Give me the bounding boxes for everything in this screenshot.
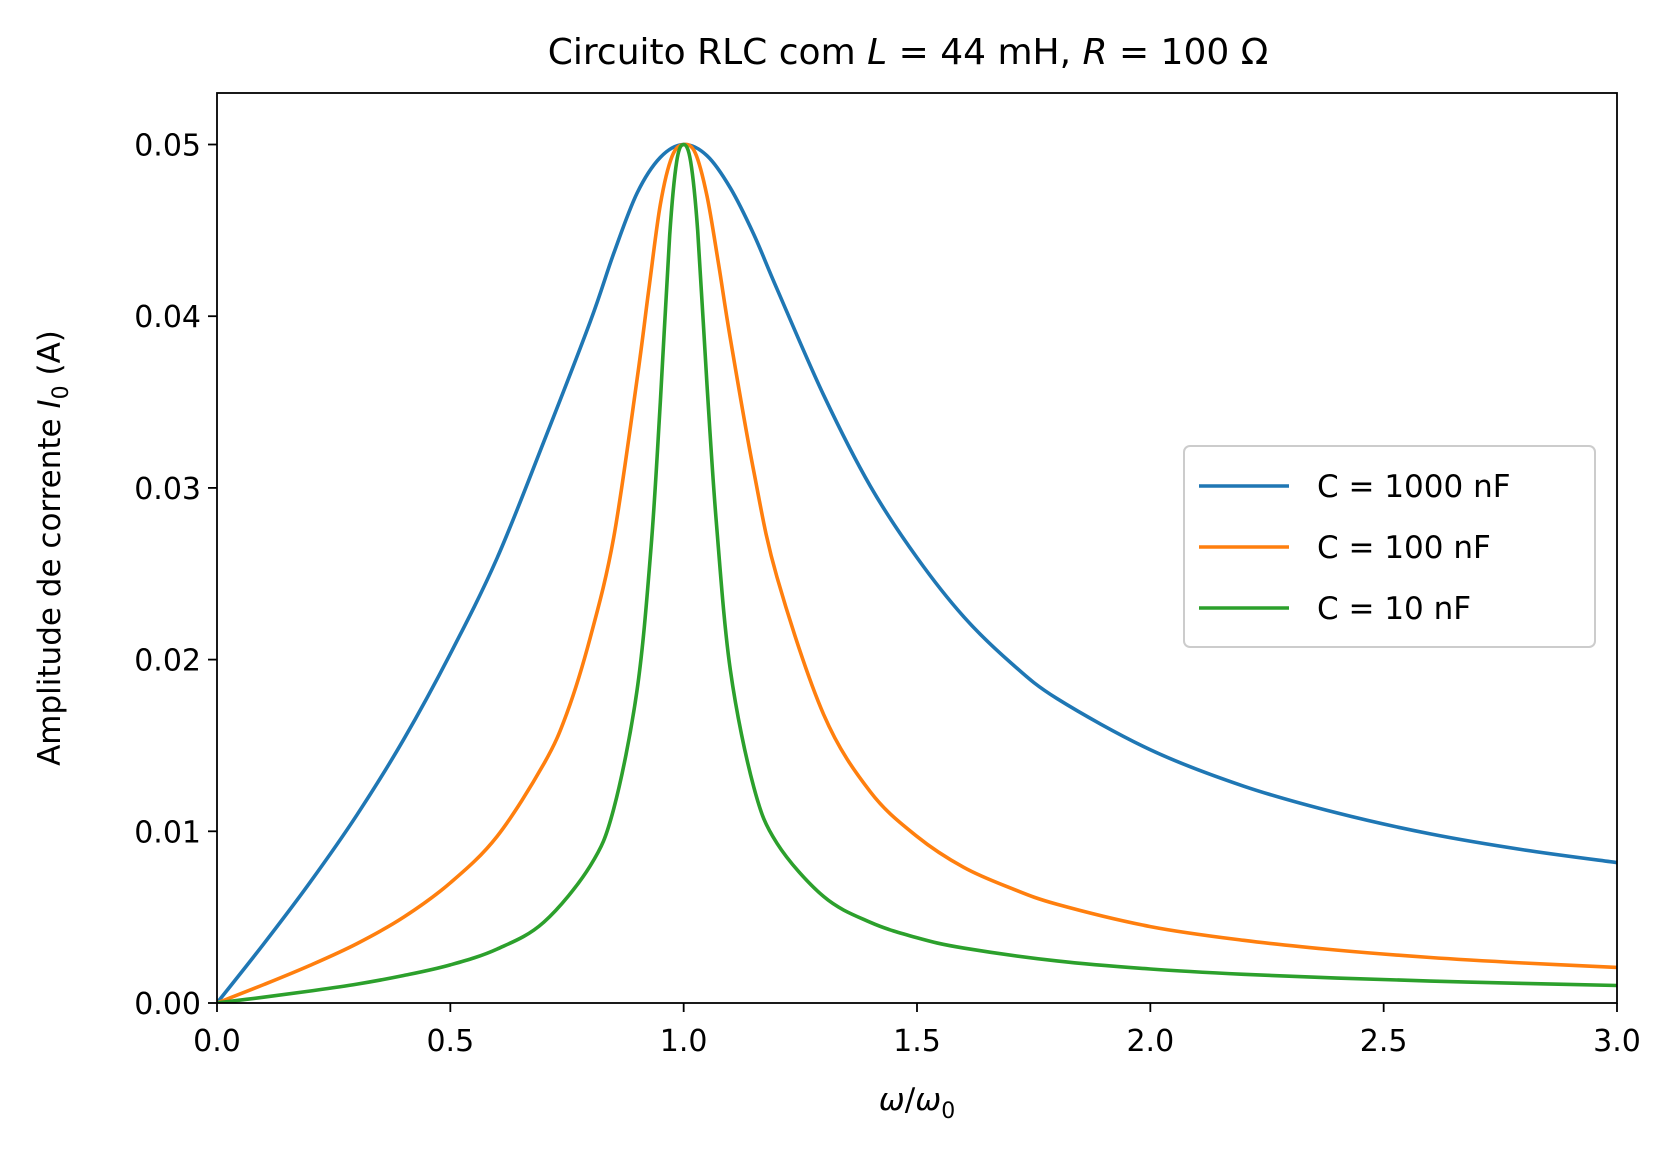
- legend: C = 1000 nF C = 100 nF C = 10 nF: [1183, 445, 1596, 648]
- series-line-3: [217, 142, 1617, 1003]
- y-tick-label: 0.00: [134, 987, 201, 1022]
- legend-label-2: C = 100 nF: [1317, 530, 1491, 566]
- legend-label-1: C = 1000 nF: [1317, 469, 1511, 505]
- x-tick-label: 2.5: [1360, 1024, 1408, 1059]
- x-axis: 0.0 0.5 1.0 1.5 2.0 2.5 3.0: [193, 1003, 1641, 1059]
- y-tick-label: 0.05: [134, 129, 201, 164]
- x-tick-label: 0.5: [426, 1024, 474, 1059]
- y-tick-label: 0.04: [134, 300, 201, 335]
- y-tick-label: 0.03: [134, 472, 201, 507]
- y-tick-label: 0.02: [134, 644, 201, 679]
- x-axis-label: ω/ω0: [879, 1082, 955, 1124]
- y-axis-label: Amplitude de corrente I0 (A): [32, 330, 74, 766]
- x-tick-label: 1.0: [660, 1024, 708, 1059]
- x-tick-label: 3.0: [1593, 1024, 1641, 1059]
- y-tick-label: 0.01: [134, 815, 201, 850]
- series-line-1: [217, 142, 1617, 1003]
- series-line-2: [217, 142, 1617, 1003]
- legend-box: [1183, 445, 1596, 648]
- x-tick-label: 2.0: [1126, 1024, 1174, 1059]
- x-tick-label: 0.0: [193, 1024, 241, 1059]
- chart-title: Circuito RLC com L = 44 mH, R = 100 Ω: [548, 32, 1268, 73]
- y-axis: 0.00 0.01 0.02 0.03 0.04 0.05: [134, 129, 217, 1022]
- legend-label-3: C = 10 nF: [1317, 591, 1471, 627]
- x-tick-label: 1.5: [893, 1024, 941, 1059]
- series-layer: [217, 142, 1617, 1003]
